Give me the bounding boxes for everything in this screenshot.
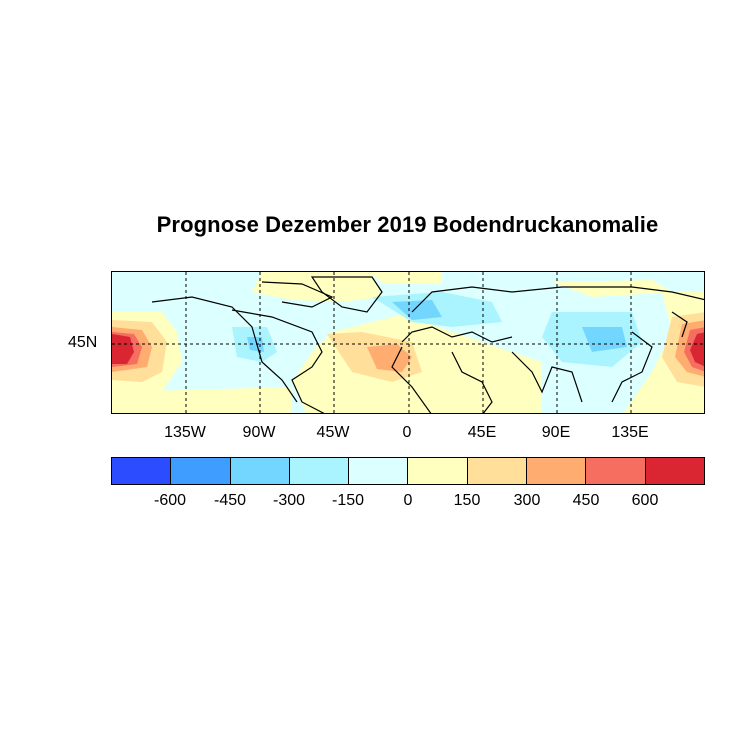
colorbar-segment	[112, 458, 172, 484]
colorbar-segment	[527, 458, 587, 484]
colorbar-segment	[230, 458, 290, 484]
colorbar	[111, 457, 705, 485]
lat-label-45n: 45N	[68, 334, 98, 351]
map-field	[112, 272, 704, 413]
chart-title: Prognose Dezember 2019 Bodendruckanomali…	[156, 212, 659, 237]
colorbar-segment	[289, 458, 350, 484]
colorbar-label: 450	[572, 492, 600, 509]
lon-label-0: 0	[402, 424, 412, 441]
colorbar-segment	[349, 458, 409, 484]
lon-label-135e: 135E	[611, 424, 649, 441]
colorbar-segment	[408, 458, 468, 484]
colorbar-label: 600	[631, 492, 659, 509]
colorbar-label: -150	[331, 492, 365, 509]
lon-label-90e: 90E	[541, 424, 571, 441]
lon-label-45w: 45W	[316, 424, 350, 441]
colorbar-segment	[171, 458, 231, 484]
colorbar-label: 150	[453, 492, 481, 509]
lon-label-135w: 135W	[164, 424, 206, 441]
lon-label-90w: 90W	[242, 424, 276, 441]
colorbar-segment	[586, 458, 646, 484]
lon-label-45e: 45E	[467, 424, 497, 441]
colorbar-segment	[467, 458, 528, 484]
colorbar-label: -450	[213, 492, 247, 509]
anomaly-map	[111, 271, 705, 414]
colorbar-label: 300	[513, 492, 541, 509]
colorbar-label: -300	[272, 492, 306, 509]
colorbar-label: -600	[153, 492, 187, 509]
colorbar-label: 0	[403, 492, 413, 509]
colorbar-segment	[645, 458, 704, 484]
